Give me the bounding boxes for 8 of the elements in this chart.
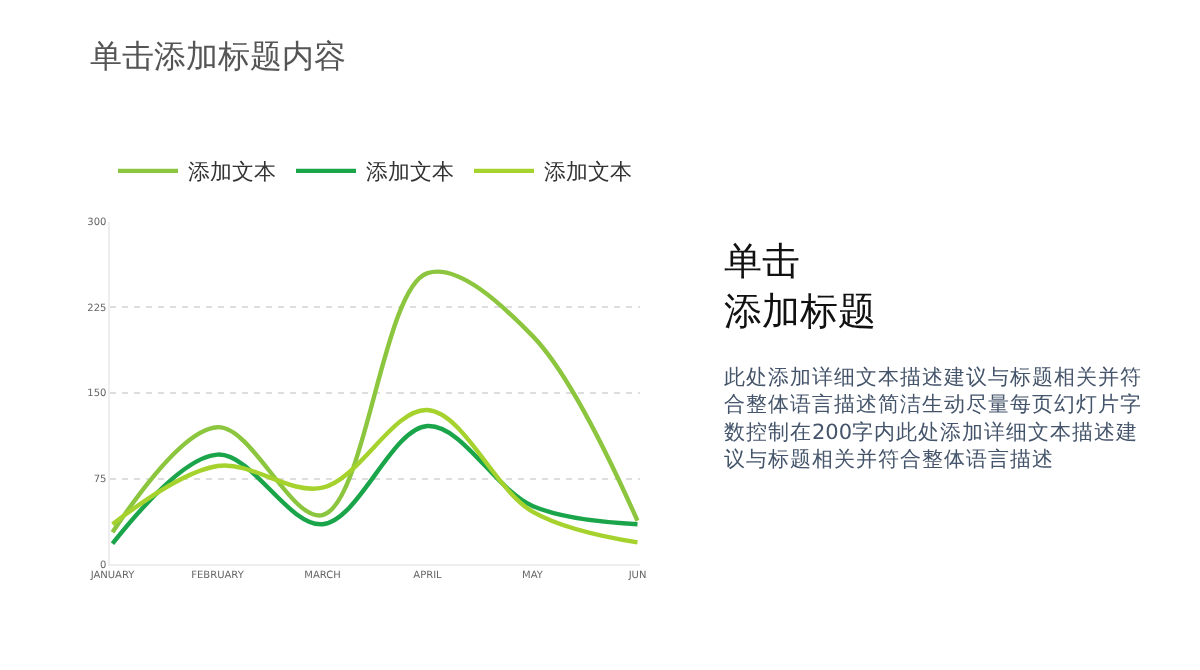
text: 单击 bbox=[724, 240, 800, 284]
text: 此处添加详细文本描述建议与标题相关并符合整体语言描述简洁生动尽量每页幻灯片字数控制在200字内此处添加详细文本描述建议与标题相关并符合整体语言描述 bbox=[724, 364, 1142, 472]
chart-title: 单击添加标题内容 bbox=[90, 37, 346, 76]
legend-label: 添加文本 bbox=[188, 159, 276, 186]
line-series bbox=[110, 269, 640, 535]
legend-label: 添加文本 bbox=[366, 159, 454, 186]
legend-label: 添加文本 bbox=[544, 159, 632, 186]
text: 添加标题 bbox=[724, 290, 876, 334]
